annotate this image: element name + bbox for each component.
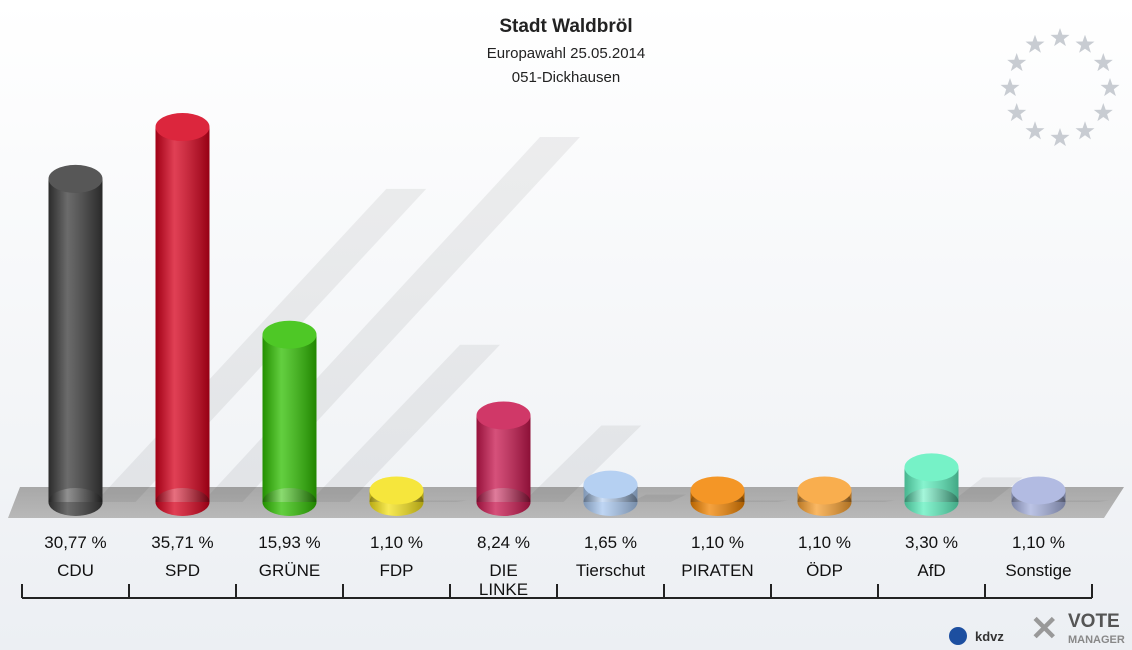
bar-top-hl <box>155 113 210 142</box>
bar-top-hl <box>1011 476 1066 505</box>
bar-shadow <box>416 500 467 502</box>
bar <box>690 476 788 516</box>
star <box>1007 103 1027 122</box>
bar-top <box>1011 476 1066 505</box>
bar-top-hl <box>476 401 531 430</box>
bar-shadow <box>630 494 687 502</box>
star <box>1025 121 1045 140</box>
x-tick-label: FDP <box>379 561 414 580</box>
bar-bottom-shine <box>904 488 959 516</box>
x-tick-label: Sonstige <box>1005 561 1072 580</box>
x-tick-label: ÖDP <box>806 561 843 580</box>
bar-top <box>797 476 852 505</box>
bar-bottom-shine <box>476 488 531 516</box>
x-tick-label: PIRATEN <box>681 561 754 580</box>
bar-top <box>583 470 638 499</box>
x-tick-label: GRÜNE <box>258 561 321 580</box>
bar-shadow <box>309 344 501 502</box>
x-tick-label: DIE LINKE <box>478 561 529 599</box>
value-label: 30,77 % <box>44 533 107 552</box>
star <box>1075 34 1095 53</box>
star <box>1093 53 1113 72</box>
logo: VOTE <box>1068 611 1120 632</box>
bar-top <box>476 401 531 430</box>
bar-shine <box>262 334 317 502</box>
stars <box>1000 28 1120 147</box>
bar-top-hl <box>904 453 959 482</box>
logo: MANAGER <box>1068 634 1125 646</box>
star <box>1050 28 1070 47</box>
bar <box>262 320 501 516</box>
star <box>1025 34 1045 53</box>
bar-top <box>262 320 317 349</box>
bar-top-hl <box>690 476 745 505</box>
star <box>1000 78 1020 97</box>
x-tick-label: AfD <box>917 561 946 580</box>
bar-shadow <box>844 500 895 502</box>
district: 051-Dickhausen <box>512 69 620 86</box>
bar <box>797 476 895 516</box>
value-label: 1,10 % <box>1012 533 1065 552</box>
star <box>1093 103 1113 122</box>
bar-top-hl <box>583 470 638 499</box>
bar-top <box>369 476 424 505</box>
bar-top <box>48 164 103 193</box>
bar <box>583 470 687 516</box>
star <box>1075 121 1095 140</box>
x-tick-label: SPD <box>165 561 200 580</box>
bar-shine <box>155 127 210 503</box>
bar-top-hl <box>369 476 424 505</box>
bar-top-hl <box>797 476 852 505</box>
logo-x: ✕ <box>1030 610 1059 648</box>
value-label: 3,30 % <box>905 533 958 552</box>
x-tick-label: Tierschut <box>575 561 646 580</box>
bar-top-hl <box>262 320 317 349</box>
bar-shine <box>476 415 531 502</box>
subtitle: Europawahl 25.05.2014 <box>487 45 645 62</box>
bar-bottom-shine <box>155 488 210 516</box>
bar-shine <box>48 178 103 503</box>
value-label: 1,65 % <box>584 533 637 552</box>
bar-top <box>904 453 959 482</box>
bar-top <box>690 476 745 505</box>
logo: kdvz <box>975 629 1004 644</box>
bar <box>904 453 1023 516</box>
bar <box>369 476 467 516</box>
bar <box>1011 476 1109 516</box>
bar-bottom-shine <box>48 488 103 516</box>
bar-shadow <box>1058 500 1109 502</box>
star <box>1007 53 1027 72</box>
value-label: 1,10 % <box>691 533 744 552</box>
value-label: 1,10 % <box>370 533 423 552</box>
star <box>1100 78 1120 97</box>
value-label: 8,24 % <box>477 533 530 552</box>
logo-globe <box>949 627 967 645</box>
bar-top-hl <box>48 164 103 193</box>
star <box>1050 128 1070 147</box>
bar-top <box>155 113 210 142</box>
x-tick-label: CDU <box>57 561 94 580</box>
bar-shadow <box>737 500 788 502</box>
value-label: 15,93 % <box>258 533 321 552</box>
bar-shadow <box>951 477 1023 502</box>
value-label: 35,71 % <box>151 533 214 552</box>
value-label: 1,10 % <box>798 533 851 552</box>
bar-bottom-shine <box>262 488 317 516</box>
chart-title: Stadt Waldbröl <box>499 16 632 37</box>
bar <box>476 401 642 516</box>
bar-shadow <box>523 425 642 502</box>
